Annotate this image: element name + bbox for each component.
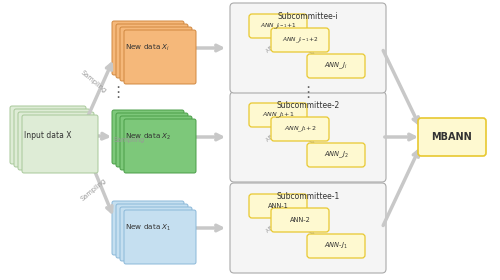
- Text: ···: ···: [312, 227, 320, 237]
- Text: $ANN$_$J_2$: $ANN$_$J_2$: [324, 150, 348, 160]
- Text: New data $X_1$: New data $X_1$: [125, 223, 171, 233]
- Text: $ANN$_$J_{i-1}$+1: $ANN$_$J_{i-1}$+1: [260, 21, 296, 31]
- FancyBboxPatch shape: [271, 208, 329, 232]
- Text: AB iterations: AB iterations: [266, 116, 294, 142]
- Text: Subcommittee-i: Subcommittee-i: [278, 12, 338, 21]
- Text: ⋮: ⋮: [110, 85, 126, 100]
- FancyBboxPatch shape: [116, 113, 188, 167]
- Text: Input data X: Input data X: [24, 130, 72, 139]
- FancyBboxPatch shape: [230, 92, 386, 182]
- FancyBboxPatch shape: [230, 183, 386, 273]
- Text: ⋮: ⋮: [300, 85, 316, 100]
- FancyBboxPatch shape: [112, 201, 184, 255]
- Text: AB iterations: AB iterations: [266, 27, 294, 53]
- Text: AB iterations: AB iterations: [266, 207, 294, 233]
- Text: ···: ···: [312, 48, 320, 57]
- Text: Subcommittee-1: Subcommittee-1: [276, 192, 340, 201]
- Text: ANN-2: ANN-2: [290, 217, 310, 223]
- Text: ···: ···: [312, 137, 320, 146]
- Text: New data $X_2$: New data $X_2$: [125, 132, 171, 142]
- FancyBboxPatch shape: [116, 204, 188, 258]
- FancyBboxPatch shape: [10, 106, 86, 164]
- FancyBboxPatch shape: [120, 207, 192, 261]
- FancyBboxPatch shape: [307, 143, 365, 167]
- Text: Sampling: Sampling: [114, 137, 145, 143]
- FancyBboxPatch shape: [307, 234, 365, 258]
- FancyBboxPatch shape: [249, 194, 307, 218]
- FancyBboxPatch shape: [18, 112, 94, 170]
- Text: New data $X_i$: New data $X_i$: [126, 43, 170, 53]
- Text: ANN-1: ANN-1: [268, 203, 288, 209]
- Text: $ANN$-$J_1$: $ANN$-$J_1$: [324, 241, 348, 251]
- Text: $ANN$_$J_i$: $ANN$_$J_i$: [324, 61, 347, 71]
- FancyBboxPatch shape: [22, 115, 98, 173]
- Text: $ANN$_$J_1$+1: $ANN$_$J_1$+1: [262, 110, 294, 120]
- Text: $ANN$_$J_{i-1}$+2: $ANN$_$J_{i-1}$+2: [282, 35, 319, 45]
- FancyBboxPatch shape: [249, 14, 307, 38]
- FancyBboxPatch shape: [124, 210, 196, 264]
- FancyBboxPatch shape: [112, 110, 184, 164]
- FancyBboxPatch shape: [230, 3, 386, 93]
- Text: $ANN$_$J_1$+2: $ANN$_$J_1$+2: [284, 124, 316, 134]
- FancyBboxPatch shape: [14, 109, 90, 167]
- FancyBboxPatch shape: [120, 116, 192, 170]
- FancyBboxPatch shape: [124, 30, 196, 84]
- FancyBboxPatch shape: [124, 119, 196, 173]
- FancyBboxPatch shape: [418, 118, 486, 156]
- Text: Subcommittee-2: Subcommittee-2: [276, 101, 340, 110]
- FancyBboxPatch shape: [120, 27, 192, 81]
- Text: MBANN: MBANN: [432, 132, 472, 142]
- FancyBboxPatch shape: [307, 54, 365, 78]
- FancyBboxPatch shape: [271, 28, 329, 52]
- FancyBboxPatch shape: [271, 117, 329, 141]
- Text: Sampling: Sampling: [80, 178, 108, 202]
- FancyBboxPatch shape: [249, 103, 307, 127]
- FancyBboxPatch shape: [116, 24, 188, 78]
- FancyBboxPatch shape: [112, 21, 184, 75]
- Text: Sampling: Sampling: [80, 70, 108, 94]
